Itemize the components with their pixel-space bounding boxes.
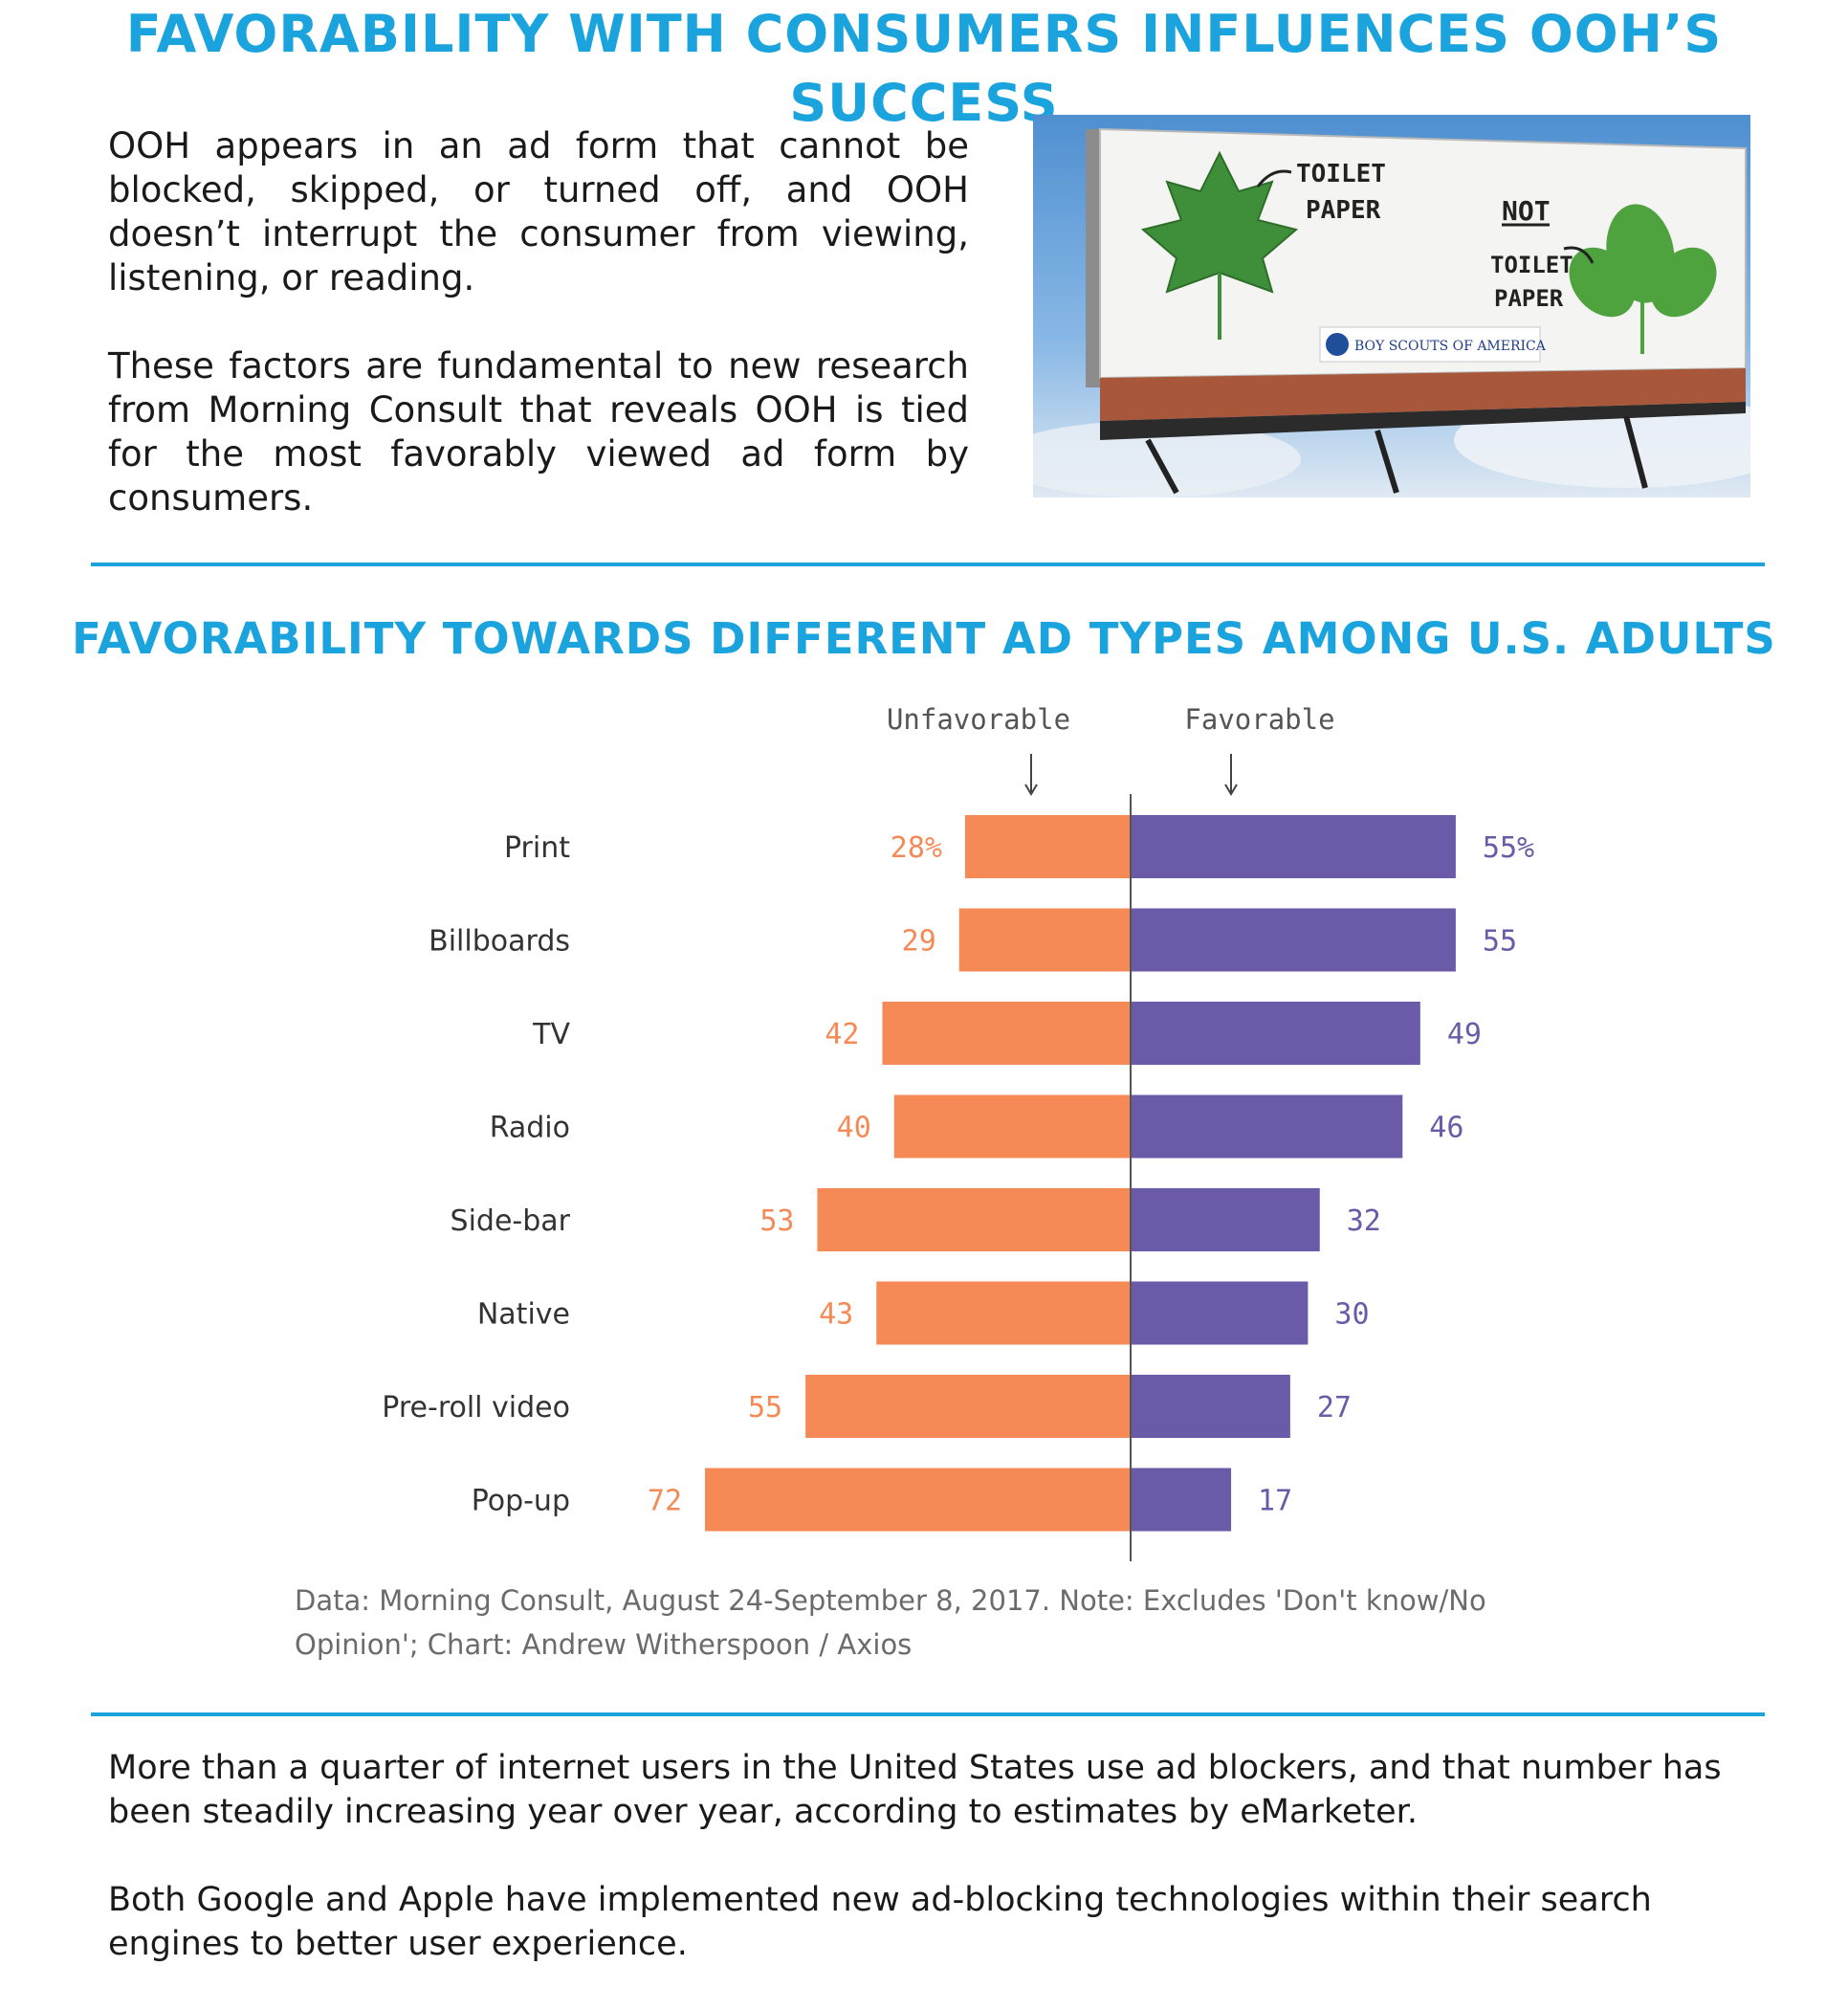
chart-title: FAVORABILITY TOWARDS DIFFERENT AD TYPES … (72, 613, 1776, 664)
outro-paragraph-2: Both Google and Apple have implemented n… (108, 1881, 1652, 1963)
data-label-favorable: 27 (1317, 1391, 1352, 1425)
outro-text: More than a quarter of internet users in… (108, 1746, 1753, 2010)
data-label-favorable: 17 (1258, 1485, 1292, 1518)
category-label: TV (532, 1018, 570, 1051)
billboard-label-left-1: TOILET (1296, 160, 1386, 188)
bar-unfavorable (893, 1094, 1131, 1159)
bar-favorable (1131, 908, 1456, 972)
legend-unfavorable: Unfavorable (887, 703, 1070, 736)
data-label-favorable: 49 (1447, 1018, 1482, 1051)
bar-unfavorable (882, 1002, 1131, 1065)
maple-leaf-icon (1140, 150, 1299, 340)
category-label: Pop-up (472, 1485, 570, 1518)
bar-unfavorable (705, 1468, 1131, 1532)
billboard-ladder (1086, 129, 1103, 387)
category-label: Pre-roll video (382, 1391, 570, 1425)
legend-arrow-favorable-icon (1224, 754, 1238, 796)
data-label-favorable: 55% (1483, 831, 1534, 865)
data-label-unfavorable: 55 (748, 1391, 782, 1425)
data-label-unfavorable: 29 (902, 925, 936, 959)
bar-unfavorable (805, 1375, 1131, 1438)
billboard-label-right-2: PAPER (1494, 285, 1564, 312)
legend-favorable: Favorable (1184, 703, 1334, 736)
bar-unfavorable (817, 1188, 1131, 1251)
data-label-unfavorable: 28% (891, 831, 942, 865)
legend-arrow-unfavorable-icon (1024, 754, 1038, 796)
category-label: Radio (490, 1112, 570, 1145)
intro-text: OOH appears in an ad form that cannot be… (108, 124, 969, 564)
billboard-label-left-2: PAPER (1306, 196, 1381, 225)
page-title: FAVORABILITY WITH CONSUMERS INFLUENCES O… (125, 4, 1723, 133)
bar-favorable (1131, 1281, 1309, 1345)
billboard-image: TOILET PAPER NOT TOILET PAPER BOY SCOUTS… (1033, 115, 1750, 497)
section-divider-bottom (91, 1712, 1765, 1716)
outro-paragraph-1: More than a quarter of internet users in… (108, 1749, 1722, 1831)
intro-paragraph-1: OOH appears in an ad form that cannot be… (108, 125, 969, 298)
data-label-favorable: 46 (1429, 1112, 1463, 1145)
data-label-favorable: 30 (1334, 1298, 1369, 1332)
section-divider-top (91, 563, 1765, 566)
data-label-unfavorable: 40 (837, 1112, 871, 1145)
category-label: Native (477, 1298, 570, 1332)
category-label: Print (504, 831, 570, 865)
data-label-favorable: 55 (1483, 925, 1517, 959)
chart-source-note: Data: Morning Consult, August 24-Septemb… (295, 1584, 1486, 1661)
poison-ivy-leaf-icon (1569, 204, 1717, 354)
bar-unfavorable (964, 815, 1131, 878)
bar-unfavorable (958, 908, 1131, 972)
bar-favorable (1131, 1094, 1403, 1159)
billboard-label-right-1: TOILET (1490, 252, 1573, 278)
data-label-unfavorable: 42 (825, 1018, 859, 1051)
bar-favorable (1131, 1002, 1420, 1065)
data-label-favorable: 32 (1347, 1204, 1381, 1238)
bar-favorable (1131, 1188, 1320, 1251)
data-label-unfavorable: 43 (819, 1298, 853, 1332)
data-label-unfavorable: 72 (648, 1485, 682, 1518)
bar-unfavorable (876, 1281, 1131, 1345)
bar-favorable (1131, 815, 1456, 878)
intro-paragraph-2: These factors are fundamental to new res… (108, 345, 969, 519)
scouts-emblem-icon (1326, 333, 1349, 356)
bar-favorable (1131, 1468, 1232, 1532)
billboard-sponsor: BOY SCOUTS OF AMERICA (1354, 339, 1547, 354)
billboard-label-not: NOT (1502, 195, 1551, 227)
bar-favorable (1131, 1375, 1290, 1438)
billboard-base (1100, 368, 1746, 421)
category-label: Billboards (429, 925, 570, 959)
data-label-unfavorable: 53 (759, 1204, 794, 1238)
category-label: Side-bar (451, 1204, 571, 1238)
diverging-bar-chart: Unfavorable Favorable Print 28% 55% Billboar… (382, 703, 1534, 1561)
